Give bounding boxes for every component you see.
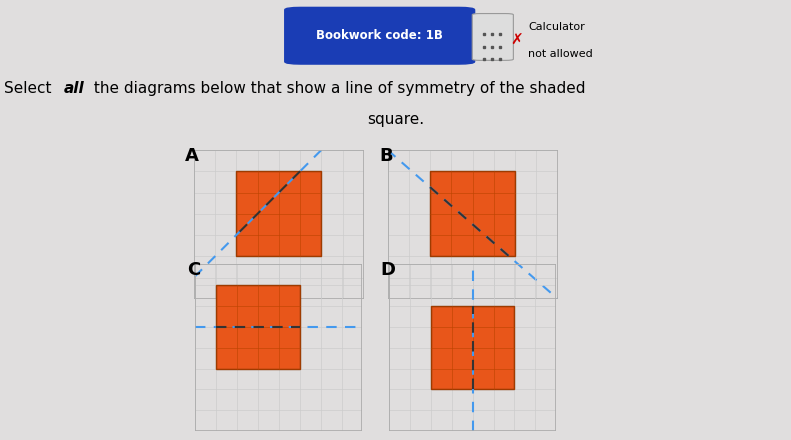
Text: ✗: ✗ [510,33,523,48]
Text: A: A [185,147,199,165]
Bar [237,171,321,256]
FancyBboxPatch shape [472,14,513,60]
Text: square.: square. [367,112,424,127]
Text: Calculator: Calculator [528,22,585,32]
Text: Select: Select [4,81,56,96]
Bar [216,285,300,369]
Text: the diagrams below that show a line of symmetry of the shaded: the diagrams below that show a line of s… [89,81,585,96]
Text: not allowed: not allowed [528,49,593,59]
Text: C: C [187,261,200,279]
Bar [430,171,515,256]
FancyBboxPatch shape [285,7,475,64]
Text: B: B [379,147,392,165]
Bar [431,306,514,389]
Text: D: D [380,261,396,279]
Text: all: all [63,81,84,96]
Text: Bookwork code: 1B: Bookwork code: 1B [316,29,443,42]
